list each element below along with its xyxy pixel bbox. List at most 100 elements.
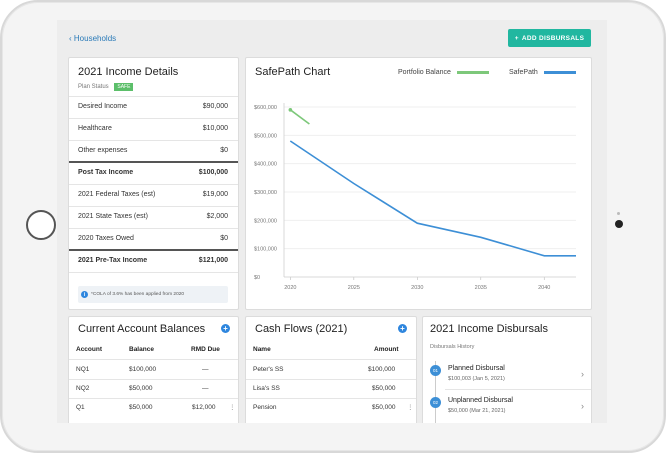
row-label: 2021 State Taxes (est) <box>78 213 148 220</box>
app-screen: ‹ Households + ADD DISBURSALS 2021 Incom… <box>57 20 607 423</box>
legend-swatch-portfolio <box>456 71 489 74</box>
table-cell: $50,000 <box>129 404 153 411</box>
add-disbursals-button[interactable]: + ADD DISBURSALS <box>508 29 591 47</box>
divider <box>246 398 416 399</box>
series-line-portfolio-balance <box>289 109 310 125</box>
section-divider <box>69 249 238 251</box>
table-cell: $50,000 <box>372 404 396 411</box>
timeline-badge: 01 <box>430 365 441 376</box>
income-details-card: 2021 Income Details Plan Status SAFE Des… <box>68 57 239 310</box>
chevron-right-icon[interactable]: › <box>581 401 584 411</box>
column-header: Balance <box>129 346 154 353</box>
account-balances-card: Current Account Balances + Account Balan… <box>68 316 239 423</box>
disbursal-detail: $50,000 (Mar 21, 2021) <box>448 408 506 414</box>
disbursals-title: 2021 Income Disbursals <box>430 323 549 335</box>
divider <box>69 96 238 97</box>
table-cell: $12,000 <box>192 404 216 411</box>
divider <box>69 118 238 119</box>
table-cell: Pension <box>253 404 277 411</box>
column-header: Name <box>253 346 271 353</box>
info-icon: i <box>81 291 88 298</box>
income-row: 2021 State Taxes (est) $2,000 <box>78 213 228 220</box>
column-header: Amount <box>374 346 399 353</box>
legend-label: Portfolio Balance <box>398 69 451 76</box>
table-cell: Peter's SS <box>253 366 284 373</box>
chevron-right-icon[interactable]: › <box>581 369 584 379</box>
row-value: $90,000 <box>202 103 228 110</box>
divider <box>445 389 591 390</box>
x-tick-label: 2025 <box>348 285 360 291</box>
back-link[interactable]: ‹ Households <box>69 34 116 43</box>
legend-item-portfolio: Portfolio Balance <box>398 69 489 76</box>
disbursal-title[interactable]: Unplanned Disbursal <box>448 397 513 404</box>
y-tick-label: $100,000 <box>254 247 277 253</box>
x-tick-label: 2030 <box>411 285 423 291</box>
row-value: $121,000 <box>198 257 228 264</box>
y-tick-label: $0 <box>254 275 260 281</box>
table-cell: NQ2 <box>76 385 90 392</box>
income-row: Healthcare $10,000 <box>78 125 228 132</box>
y-tick-label: $500,000 <box>254 133 277 139</box>
income-row: Desired Income $90,000 <box>78 103 228 110</box>
table-cell: $50,000 <box>372 385 396 392</box>
more-vertical-icon[interactable]: ⋮ <box>229 404 236 411</box>
divider <box>69 398 238 399</box>
row-value: $19,000 <box>202 191 228 198</box>
y-tick-label: $300,000 <box>254 190 277 196</box>
x-tick-label: 2035 <box>475 285 487 291</box>
legend-item-safepath: SafePath <box>509 69 576 76</box>
sensor-dot <box>617 212 620 215</box>
cola-note: i *COLA of 3.6% has been applied from 20… <box>78 286 228 303</box>
divider <box>69 359 238 360</box>
cash-flows-card: Cash Flows (2021) + Name Amount Peter's … <box>245 316 417 423</box>
safepath-chart-card: SafePath Chart Portfolio Balance SafePat… <box>245 57 592 310</box>
row-value: $2,000 <box>206 213 228 220</box>
row-label: Desired Income <box>78 103 128 110</box>
status-badge: SAFE <box>114 83 134 91</box>
income-row: 2021 Federal Taxes (est) $19,000 <box>78 191 228 198</box>
income-row: Other expenses $0 <box>78 147 228 154</box>
table-cell: — <box>202 366 209 373</box>
table-cell: Q1 <box>76 404 85 411</box>
row-label: 2021 Pre-Tax Income <box>78 257 148 264</box>
divider <box>246 379 416 380</box>
income-disbursals-card: 2021 Income Disbursals Disbursals Histor… <box>422 316 592 423</box>
table-cell: — <box>202 385 209 392</box>
disbursal-title[interactable]: Planned Disbursal <box>448 365 505 372</box>
disbursal-detail: $100,003 (Jan 5, 2021) <box>448 376 505 382</box>
row-value: $100,000 <box>198 169 228 176</box>
add-disbursals-label: ADD DISBURSALS <box>521 34 585 42</box>
income-row-total: Post Tax Income $100,000 <box>78 169 228 176</box>
y-tick-label: $400,000 <box>254 162 277 168</box>
x-tick-label: 2040 <box>538 285 550 291</box>
x-tick-label: 2020 <box>284 285 296 291</box>
timeline-line <box>435 361 436 423</box>
more-vertical-icon[interactable]: ⋮ <box>407 404 414 411</box>
y-tick-label: $200,000 <box>254 218 277 224</box>
series-line-safepath <box>289 140 576 257</box>
y-tick-label: $600,000 <box>254 105 277 111</box>
divider <box>69 379 238 380</box>
table-cell: Lisa's SS <box>253 385 280 392</box>
add-cash-flow-button[interactable]: + <box>398 324 407 333</box>
cola-note-text: *COLA of 3.6% has been applied from 2020 <box>91 292 185 297</box>
plan-status: Plan Status SAFE <box>78 83 134 91</box>
chevron-left-icon: ‹ <box>69 34 72 43</box>
divider <box>246 359 416 360</box>
income-row: 2020 Taxes Owed $0 <box>78 235 228 242</box>
timeline-badge: 02 <box>430 397 441 408</box>
safepath-line-chart: $600,000 $500,000 $400,000 $300,000 $200,000… <box>254 103 576 291</box>
balances-title: Current Account Balances <box>78 323 206 335</box>
section-divider <box>69 161 238 163</box>
income-row-total: 2021 Pre-Tax Income $121,000 <box>78 257 228 264</box>
row-label: Healthcare <box>78 125 112 132</box>
divider <box>69 184 238 185</box>
home-button[interactable] <box>26 210 56 240</box>
disbursals-subtitle: Disbursals History <box>430 344 475 350</box>
table-cell: $50,000 <box>129 385 153 392</box>
chart-title: SafePath Chart <box>255 66 331 78</box>
back-label: Households <box>73 34 117 43</box>
add-account-button[interactable]: + <box>221 324 230 333</box>
row-label: Post Tax Income <box>78 169 134 176</box>
plan-status-label: Plan Status <box>78 84 109 90</box>
